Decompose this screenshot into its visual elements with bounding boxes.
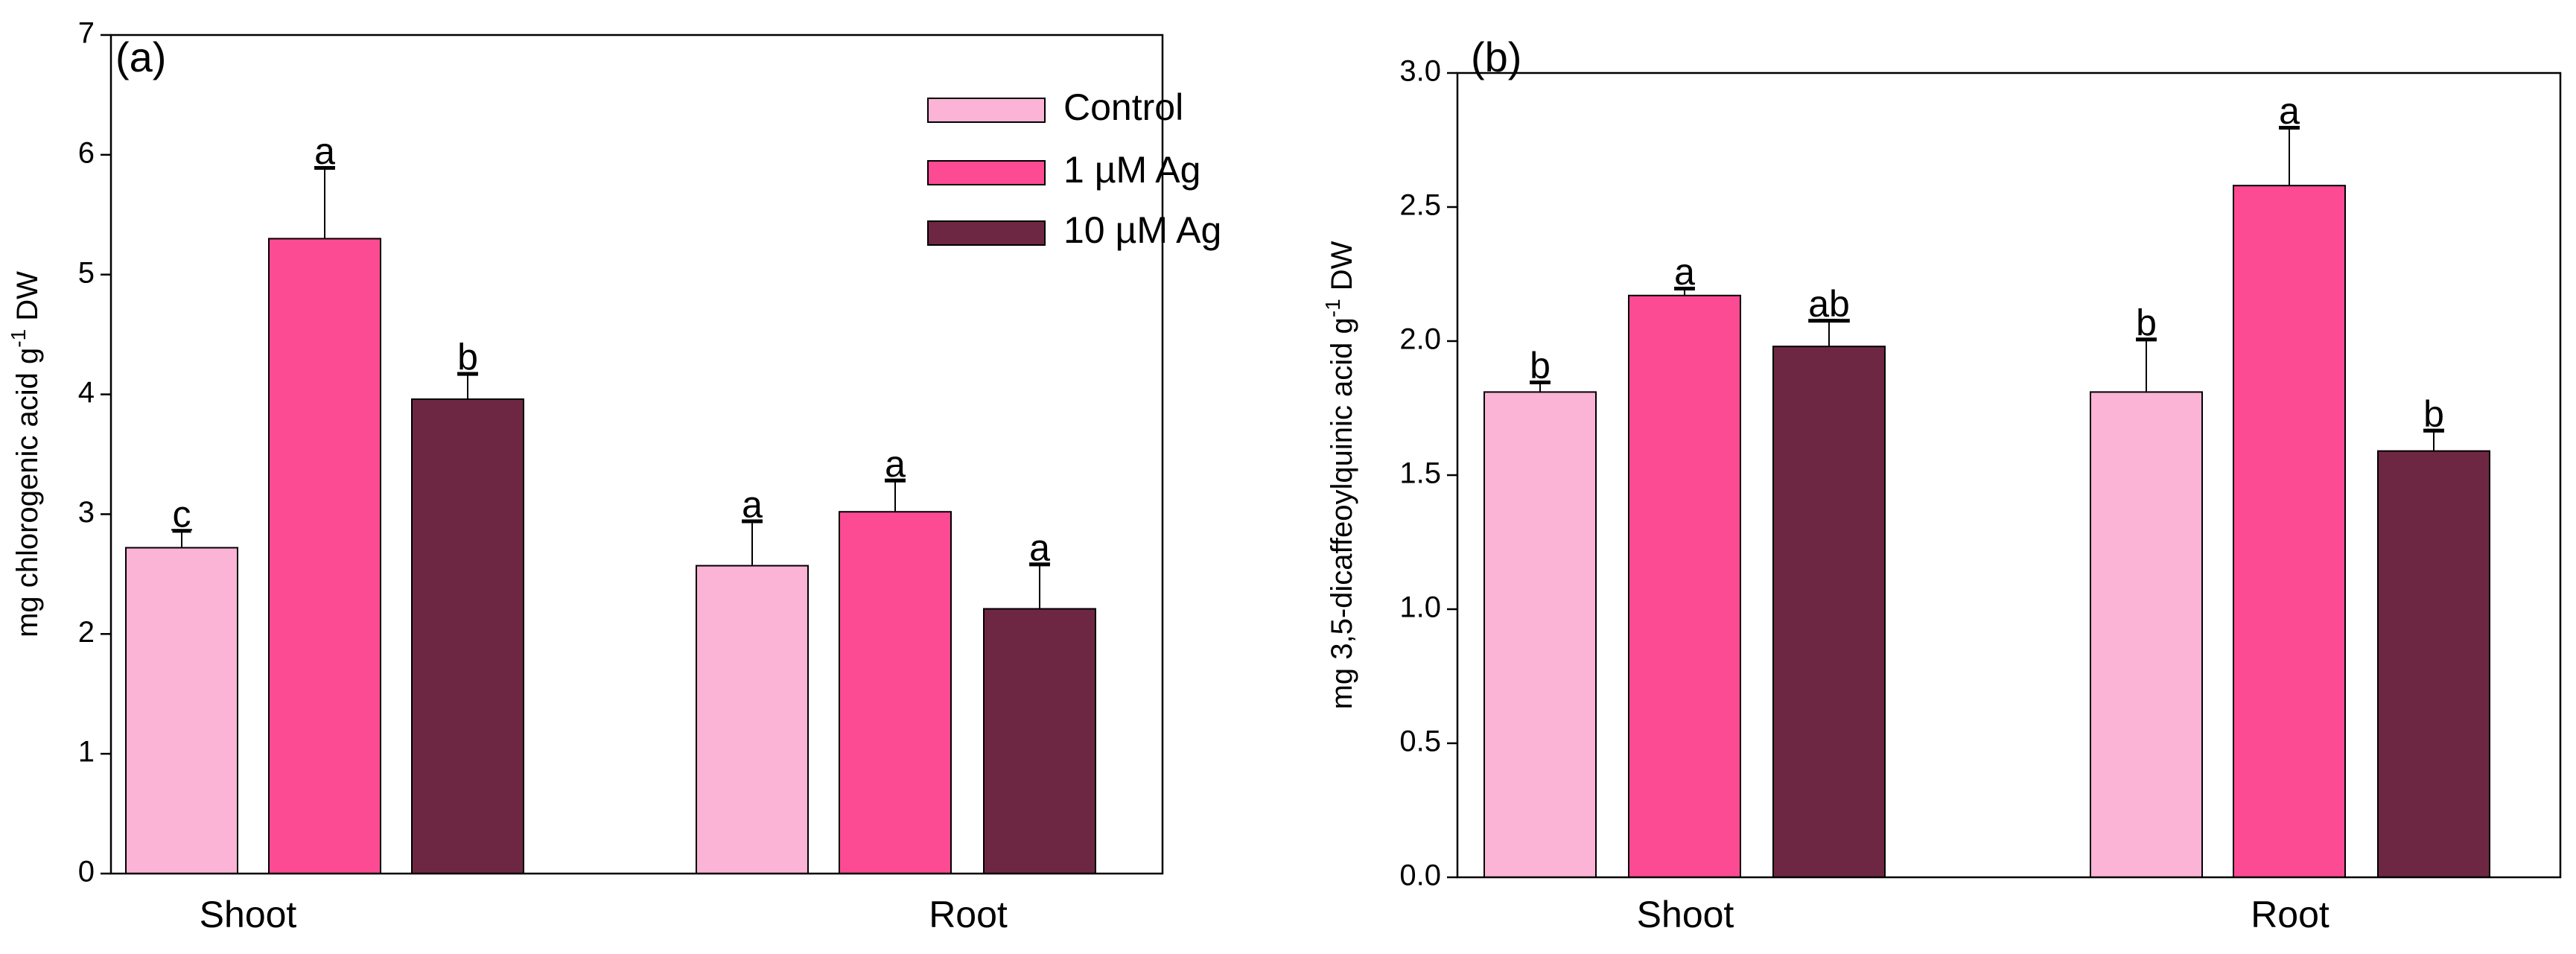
bar (268, 238, 381, 874)
significance-letter: b (1530, 345, 1551, 387)
significance-letter: b (2136, 302, 2157, 343)
legend-swatch (927, 220, 1046, 246)
y-tick-label: 4 (78, 376, 95, 409)
bar (1628, 294, 1741, 878)
significance-letter: b (2423, 393, 2444, 435)
significance-letter: b (457, 337, 478, 378)
x-category-label: Shoot (200, 894, 297, 935)
legend-label: 10 µM Ag (1063, 209, 1221, 251)
legend-swatch (927, 98, 1046, 123)
y-tick-label: 1.5 (1399, 457, 1441, 490)
chart-panel-a: (a) c a a a b a 0 1 2 3 4 5 6 7 Shoot Root mg chlorogenic… (7, 17, 1164, 935)
legend-label: Control (1063, 86, 1183, 128)
bar (2377, 450, 2490, 878)
panel-label: (a) (115, 34, 166, 80)
x-category-label: Root (929, 894, 1008, 935)
y-tick-label: 0.5 (1399, 725, 1441, 758)
bar (411, 398, 524, 874)
y-tick-label: 6 (78, 136, 95, 169)
y-axis-label: mg chlorogenic acid g-1 DW (7, 271, 44, 637)
bar (696, 565, 809, 875)
x-category-label: Root (2251, 894, 2329, 935)
legend-item: 10 µM Ag (927, 209, 1221, 251)
y-tick-label: 7 (78, 17, 95, 50)
bar (2090, 391, 2203, 878)
legend-item: 1 µM Ag (927, 149, 1200, 191)
x-category-label: Shoot (1637, 894, 1734, 935)
bar (1772, 346, 1886, 878)
y-tick-label: 2 (78, 616, 95, 649)
significance-letter: a (314, 130, 335, 172)
significance-letter: a (1029, 527, 1050, 568)
plot-frame (109, 34, 1164, 875)
legend: Control 1 µM Ag 10 µM Ag (927, 86, 1221, 251)
significance-letter: a (1674, 251, 1695, 293)
legend-label: 1 µM Ag (1063, 149, 1200, 191)
y-tick-label: 3 (78, 496, 95, 529)
bar (983, 608, 1096, 875)
y-axis-label: mg 3,5-dicaffeoylquinic acid g-1 DW (1321, 241, 1358, 709)
legend-swatch (927, 160, 1046, 185)
bar (1483, 391, 1597, 878)
significance-letter: a (885, 443, 906, 485)
y-tick-label: 0 (78, 856, 95, 888)
bar (2233, 185, 2346, 878)
bar (125, 547, 238, 874)
bar (839, 511, 952, 874)
y-tick-label: 0.0 (1399, 859, 1441, 892)
y-tick-label: 1.0 (1399, 591, 1441, 624)
y-tick-label: 5 (78, 256, 95, 289)
significance-letter: a (2279, 90, 2300, 132)
significance-letter: ab (1808, 283, 1850, 325)
y-tick-label: 1 (78, 736, 95, 769)
legend-item: Control (927, 86, 1183, 128)
y-tick-label: 3.0 (1399, 55, 1441, 88)
significance-letter: c (173, 493, 191, 535)
y-tick-label: 2.5 (1399, 189, 1441, 222)
significance-letter: a (742, 483, 763, 525)
y-tick-label: 2.0 (1399, 323, 1441, 356)
